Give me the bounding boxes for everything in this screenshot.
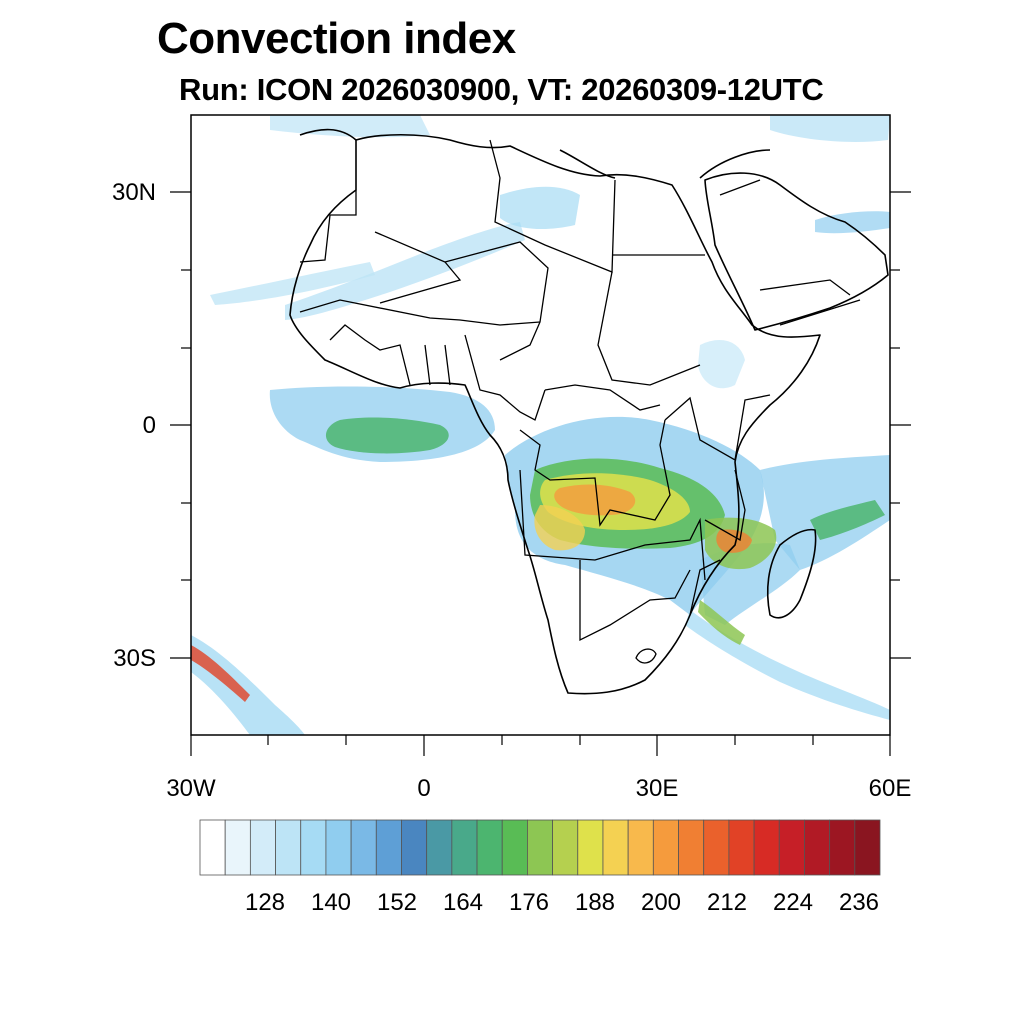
- colorbar-swatch: [401, 819, 428, 876]
- border-niger-chad: [444, 241, 549, 361]
- colorbar-label: 128: [244, 889, 286, 916]
- colorbar-swatch: [300, 819, 327, 876]
- colorbar-label: 200: [640, 889, 682, 916]
- colorbar-swatch: [602, 819, 629, 876]
- lon-label-60e: 60E: [868, 775, 912, 802]
- colorbar-swatch: [854, 819, 881, 876]
- minor-ticks: [181, 269, 900, 745]
- field-angola-core: [534, 505, 585, 551]
- colorbar-label: 224: [772, 889, 814, 916]
- colorbar-swatch: [728, 819, 755, 876]
- border-arabia: [719, 179, 861, 326]
- field-gulf: [815, 211, 890, 234]
- colorbar-label: 188: [574, 889, 616, 916]
- colorbar-swatch: [627, 819, 654, 876]
- colorbar-swatch: [224, 819, 251, 876]
- map-title: Convection index: [157, 14, 516, 63]
- border-car: [544, 384, 661, 411]
- field-moz-core: [716, 529, 752, 553]
- lat-label-0: 0: [142, 412, 156, 439]
- border-namibia-botswana: [579, 560, 691, 642]
- colorbar-swatch: [753, 819, 780, 876]
- border-lesotho: [635, 648, 657, 664]
- colorbar-swatch: [577, 819, 604, 876]
- field-sahara-band: [210, 262, 375, 305]
- field-north-libya: [500, 186, 580, 230]
- country-borders: [299, 139, 861, 664]
- colorbar-label: 236: [838, 889, 880, 916]
- colorbar-swatch: [375, 819, 402, 876]
- colorbar-swatch: [829, 819, 856, 876]
- lon-label-30e: 30E: [635, 775, 679, 802]
- border-mali-algeria: [374, 231, 462, 304]
- colorbar-label: 152: [376, 889, 418, 916]
- border-sudan: [597, 271, 701, 386]
- border-west-coast-states: [329, 324, 451, 386]
- field-southern-ocean-band: [685, 610, 890, 720]
- colorbar-swatch: [527, 819, 553, 876]
- colorbar-swatch: [652, 819, 679, 876]
- border-libya: [489, 139, 616, 273]
- map-subtitle: Run: ICON 2026030900, VT: 20260309-12UTC: [179, 72, 824, 107]
- colorbar-swatch: [275, 819, 302, 876]
- colorbar-swatch: [476, 819, 503, 876]
- lon-label-30w: 30W: [166, 775, 216, 802]
- colorbar-swatch: [552, 819, 579, 876]
- colorbar-swatch: [451, 819, 478, 876]
- field-ocean-core: [810, 500, 885, 540]
- colorbar-label: 164: [442, 889, 484, 916]
- border-nigeria-cameroon: [464, 334, 546, 421]
- border-sahara-west: [299, 190, 357, 263]
- colorbar-swatch: [703, 819, 730, 876]
- colorbar-swatch: [249, 819, 276, 876]
- colorbar: [199, 819, 881, 876]
- lat-label-30s: 30S: [113, 645, 156, 672]
- colorbar-swatch: [804, 819, 831, 876]
- field-indian-ocean: [760, 455, 890, 570]
- field-guinea-core: [325, 417, 449, 454]
- colorbar-swatch: [501, 819, 528, 876]
- colorbar-label: 212: [706, 889, 748, 916]
- field-southwest-front: [191, 635, 305, 735]
- colorbar-swatch: [199, 819, 226, 876]
- madagascar-coastline: [766, 528, 817, 619]
- axis-ticks: [170, 191, 911, 756]
- field-westafrica-band: [285, 222, 525, 320]
- field-southern-core: [698, 600, 745, 645]
- colorbar-swatch: [678, 819, 705, 876]
- coastlines: [289, 128, 889, 695]
- colorbar-swatch: [350, 819, 377, 876]
- border-sahel: [299, 299, 541, 326]
- field-med: [270, 115, 430, 138]
- border-drc: [519, 419, 671, 527]
- colorbar-label: 140: [310, 889, 352, 916]
- convection-field: [191, 115, 890, 735]
- mediterranean-coast: [299, 128, 771, 179]
- africa-coastline: [289, 133, 821, 695]
- field-med-east: [770, 115, 890, 142]
- field-congo-orange: [554, 484, 636, 516]
- field-horn: [698, 340, 745, 389]
- lat-label-30n: 30N: [111, 179, 156, 206]
- border-mozambique: [689, 469, 746, 616]
- colorbar-swatch: [778, 819, 805, 876]
- arabia-coastline: [704, 172, 889, 331]
- field-front-core: [191, 645, 250, 702]
- colorbar-swatch: [325, 819, 352, 876]
- lon-label-0: 0: [417, 775, 431, 802]
- colorbar-label: 176: [508, 889, 550, 916]
- border-angola-zambia: [519, 469, 706, 581]
- border-east-africa: [664, 394, 771, 462]
- colorbar-swatch: [426, 819, 453, 876]
